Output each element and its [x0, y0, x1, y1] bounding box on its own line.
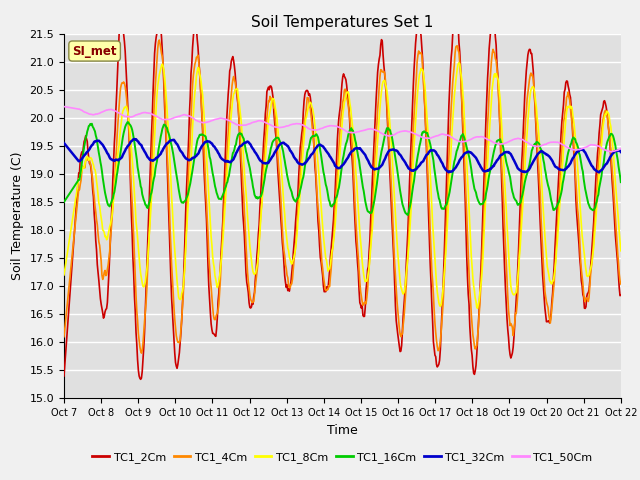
- TC1_8Cm: [426, 172, 434, 178]
- TC1_4Cm: [70, 233, 78, 239]
- Line: TC1_2Cm: TC1_2Cm: [64, 9, 621, 379]
- TC1_50Cm: [426, 135, 434, 141]
- TC1_2Cm: [60, 373, 68, 379]
- TC1_4Cm: [428, 268, 436, 274]
- TC1_16Cm: [617, 179, 625, 185]
- TC1_4Cm: [60, 334, 68, 339]
- TC1_8Cm: [617, 248, 625, 253]
- Legend: TC1_2Cm, TC1_4Cm, TC1_8Cm, TC1_16Cm, TC1_32Cm, TC1_50Cm: TC1_2Cm, TC1_4Cm, TC1_8Cm, TC1_16Cm, TC1…: [88, 448, 596, 468]
- TC1_2Cm: [214, 298, 222, 304]
- TC1_50Cm: [410, 131, 418, 136]
- TC1_4Cm: [186, 149, 193, 155]
- TC1_8Cm: [127, 146, 135, 152]
- TC1_8Cm: [70, 206, 78, 212]
- TC1_8Cm: [60, 272, 68, 278]
- TC1_4Cm: [138, 350, 145, 356]
- TC1_8Cm: [184, 205, 192, 211]
- TC1_32Cm: [411, 167, 419, 173]
- TC1_16Cm: [60, 199, 68, 205]
- TC1_16Cm: [124, 120, 131, 125]
- TC1_32Cm: [428, 147, 435, 153]
- Y-axis label: Soil Temperature (C): Soil Temperature (C): [11, 152, 24, 280]
- TC1_32Cm: [595, 169, 603, 175]
- X-axis label: Time: Time: [327, 424, 358, 437]
- TC1_8Cm: [214, 285, 221, 290]
- Line: TC1_32Cm: TC1_32Cm: [64, 139, 621, 172]
- TC1_50Cm: [214, 116, 221, 122]
- TC1_16Cm: [412, 167, 419, 172]
- TC1_50Cm: [60, 104, 68, 109]
- Line: TC1_16Cm: TC1_16Cm: [64, 122, 621, 215]
- TC1_50Cm: [70, 106, 78, 111]
- TC1_2Cm: [137, 376, 145, 382]
- TC1_50Cm: [184, 113, 192, 119]
- TC1_16Cm: [70, 184, 78, 190]
- TC1_2Cm: [411, 53, 419, 59]
- TC1_50Cm: [617, 146, 625, 152]
- Text: SI_met: SI_met: [72, 45, 117, 58]
- Line: TC1_4Cm: TC1_4Cm: [64, 40, 621, 353]
- TC1_8Cm: [410, 144, 418, 149]
- TC1_50Cm: [607, 149, 615, 155]
- TC1_2Cm: [185, 136, 193, 142]
- TC1_4Cm: [127, 186, 135, 192]
- TC1_16Cm: [214, 194, 222, 200]
- TC1_4Cm: [215, 301, 223, 307]
- TC1_16Cm: [428, 149, 436, 155]
- TC1_8Cm: [474, 305, 481, 311]
- Line: TC1_8Cm: TC1_8Cm: [64, 63, 621, 308]
- Line: TC1_50Cm: TC1_50Cm: [64, 107, 621, 152]
- TC1_8Cm: [455, 60, 463, 66]
- TC1_32Cm: [185, 157, 193, 163]
- TC1_32Cm: [214, 150, 222, 156]
- TC1_2Cm: [452, 6, 460, 12]
- TC1_50Cm: [127, 114, 135, 120]
- TC1_2Cm: [70, 234, 78, 240]
- TC1_32Cm: [617, 149, 625, 155]
- TC1_32Cm: [127, 138, 135, 144]
- TC1_4Cm: [412, 86, 419, 92]
- TC1_16Cm: [404, 212, 412, 218]
- TC1_4Cm: [617, 281, 625, 287]
- TC1_2Cm: [617, 292, 625, 298]
- Title: Soil Temperatures Set 1: Soil Temperatures Set 1: [252, 15, 433, 30]
- TC1_32Cm: [70, 153, 78, 158]
- TC1_32Cm: [131, 136, 138, 142]
- TC1_32Cm: [60, 140, 68, 146]
- TC1_16Cm: [185, 188, 193, 193]
- TC1_16Cm: [128, 127, 136, 132]
- TC1_2Cm: [127, 211, 135, 217]
- TC1_2Cm: [428, 281, 435, 287]
- TC1_4Cm: [156, 37, 163, 43]
